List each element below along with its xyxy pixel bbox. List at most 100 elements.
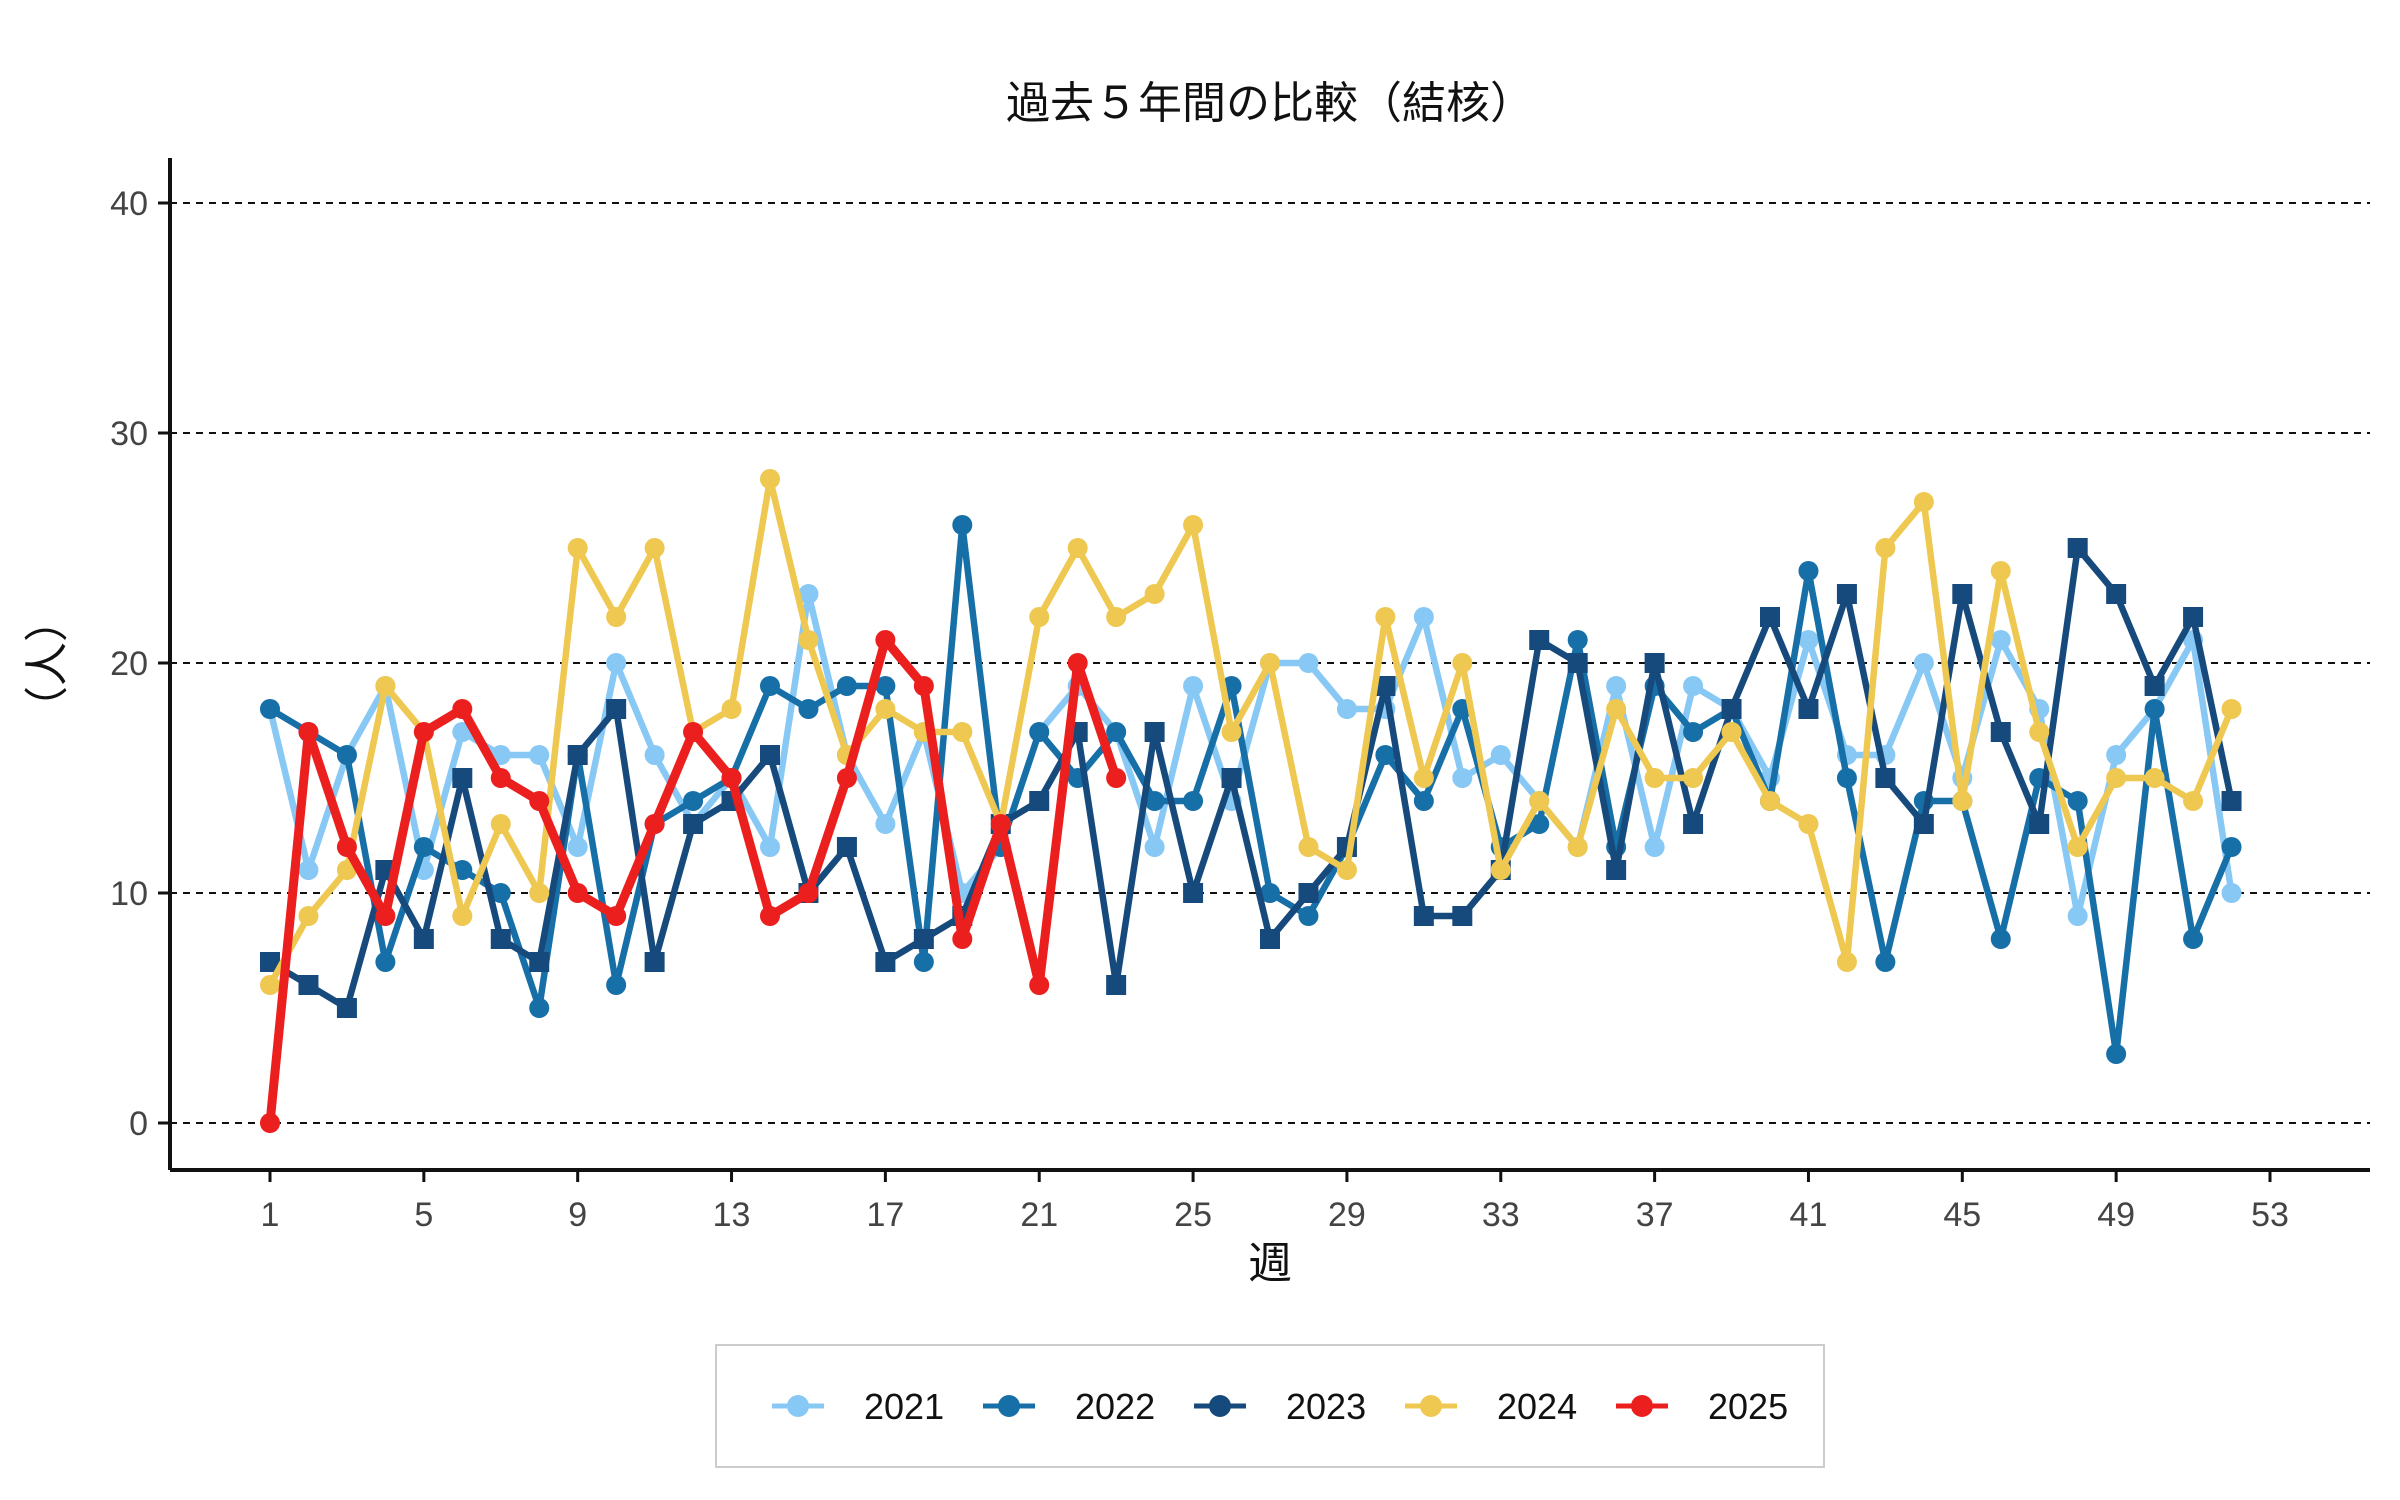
data-point-2022-w46: [1990, 929, 2011, 949]
data-point-2021-w14: [759, 837, 780, 857]
data-point-2021-w49: [2106, 745, 2127, 765]
data-point-2025-w14: [759, 906, 780, 926]
data-point-2021-w24: [1144, 837, 1165, 857]
y-tick-label-0: 0: [129, 1105, 148, 1143]
data-point-2022-w28: [1298, 906, 1319, 926]
data-point-2024-w15: [798, 630, 819, 650]
data-point-2023-w27: [1259, 929, 1280, 949]
data-point-2025-w17: [875, 630, 896, 650]
data-point-2022-w1: [260, 699, 280, 719]
data-point-2025-w23: [1106, 768, 1127, 788]
data-point-2021-w2: [298, 860, 319, 880]
data-point-2021-w33: [1490, 745, 1511, 765]
data-point-2023-w42: [1836, 584, 1857, 604]
data-point-2023-w50: [2144, 676, 2165, 696]
data-point-2024-w39: [1721, 722, 1742, 742]
series-2022: [260, 515, 2242, 1064]
data-point-2021-w10: [606, 653, 627, 673]
data-point-2025-w16: [836, 768, 857, 788]
data-point-2021-w41: [1798, 630, 1819, 650]
data-point-2022-w12: [683, 791, 704, 811]
data-point-2024-w23: [1106, 607, 1127, 627]
data-point-2023-w24: [1144, 722, 1165, 742]
data-point-2023-w5: [413, 929, 434, 949]
data-point-2025-w5: [413, 722, 434, 742]
data-point-2024-w37: [1644, 768, 1665, 788]
legend-key-marker-2023: [1209, 1395, 1231, 1417]
data-point-2022-w38: [1683, 722, 1704, 742]
legend-label-2023: 2023: [1286, 1386, 1366, 1427]
series-2023: [260, 538, 2242, 1018]
series-layer: [260, 469, 2242, 1133]
data-point-2025-w6: [452, 699, 473, 719]
data-point-2024-w38: [1683, 768, 1704, 788]
data-point-2024-w50: [2144, 768, 2165, 788]
data-point-2024-w22: [1067, 538, 1088, 558]
series-line-2021: [266, 590, 2235, 920]
data-point-2025-w8: [529, 791, 550, 811]
data-point-2024-w28: [1298, 837, 1319, 857]
data-point-2023-w40: [1759, 607, 1780, 627]
data-point-2025-w15: [798, 883, 819, 903]
data-point-2024-w7: [490, 814, 511, 834]
data-point-2023-w9: [567, 745, 588, 765]
data-point-2023-w25: [1183, 883, 1204, 903]
legend-label-2024: 2024: [1497, 1386, 1577, 1427]
data-point-2024-w9: [567, 538, 588, 558]
data-point-2025-w12: [683, 722, 704, 742]
data-point-2025-w13: [721, 768, 742, 788]
data-point-2023-w43: [1875, 768, 1896, 788]
data-point-2023-w6: [452, 768, 473, 788]
data-point-2022-w15: [798, 699, 819, 719]
data-point-2024-w13: [721, 699, 742, 719]
data-point-2023-w10: [606, 699, 627, 719]
legend-label-2025: 2025: [1708, 1386, 1788, 1427]
data-point-2024-w19: [952, 722, 973, 742]
data-point-2024-w40: [1759, 791, 1780, 811]
x-tick-label-29: 29: [1328, 1196, 1366, 1234]
data-point-2022-w49: [2106, 1044, 2127, 1064]
data-point-2022-w17: [875, 676, 896, 696]
data-point-2021-w48: [2067, 906, 2088, 926]
x-tick-label-53: 53: [2251, 1196, 2289, 1234]
data-point-2024-w1: [260, 975, 280, 995]
data-point-2023-w30: [1375, 676, 1396, 696]
data-point-2022-w41: [1798, 561, 1819, 581]
x-tick-label-21: 21: [1020, 1196, 1058, 1234]
data-point-2023-w39: [1721, 699, 1742, 719]
data-point-2023-w44: [1913, 814, 1934, 834]
data-point-2025-w9: [567, 883, 588, 903]
data-point-2022-w24: [1144, 791, 1165, 811]
data-point-2023-w48: [2067, 538, 2088, 558]
data-point-2021-w8: [529, 745, 550, 765]
data-point-2024-w33: [1490, 860, 1511, 880]
x-tick-label-37: 37: [1636, 1196, 1674, 1234]
x-tick-label-13: 13: [713, 1196, 751, 1234]
data-point-2022-w18: [913, 952, 934, 972]
data-point-2022-w8: [529, 998, 550, 1018]
data-point-2021-w11: [644, 745, 665, 765]
data-point-2023-w28: [1298, 883, 1319, 903]
data-point-2021-w38: [1683, 676, 1704, 696]
data-point-2023-w26: [1221, 768, 1242, 788]
data-point-2023-w38: [1683, 814, 1704, 834]
data-point-2024-w32: [1452, 653, 1473, 673]
data-point-2024-w36: [1606, 699, 1627, 719]
data-point-2021-w36: [1606, 676, 1627, 696]
y-tick-label-40: 40: [110, 185, 148, 223]
data-point-2025-w4: [375, 906, 396, 926]
data-point-2023-w11: [644, 952, 665, 972]
data-point-2023-w7: [490, 929, 511, 949]
x-axis-title: 週: [1248, 1238, 1292, 1289]
data-point-2022-w34: [1529, 814, 1550, 834]
legend: 2021 2022 2023 2024 2025: [715, 1344, 1825, 1468]
data-point-2023-w21: [1029, 791, 1050, 811]
data-point-2023-w18: [913, 929, 934, 949]
data-point-2021-w25: [1183, 676, 1204, 696]
data-point-2023-w49: [2106, 584, 2127, 604]
data-point-2024-w21: [1029, 607, 1050, 627]
data-point-2024-w49: [2106, 768, 2127, 788]
data-point-2022-w16: [836, 676, 857, 696]
data-point-2024-w46: [1990, 561, 2011, 581]
